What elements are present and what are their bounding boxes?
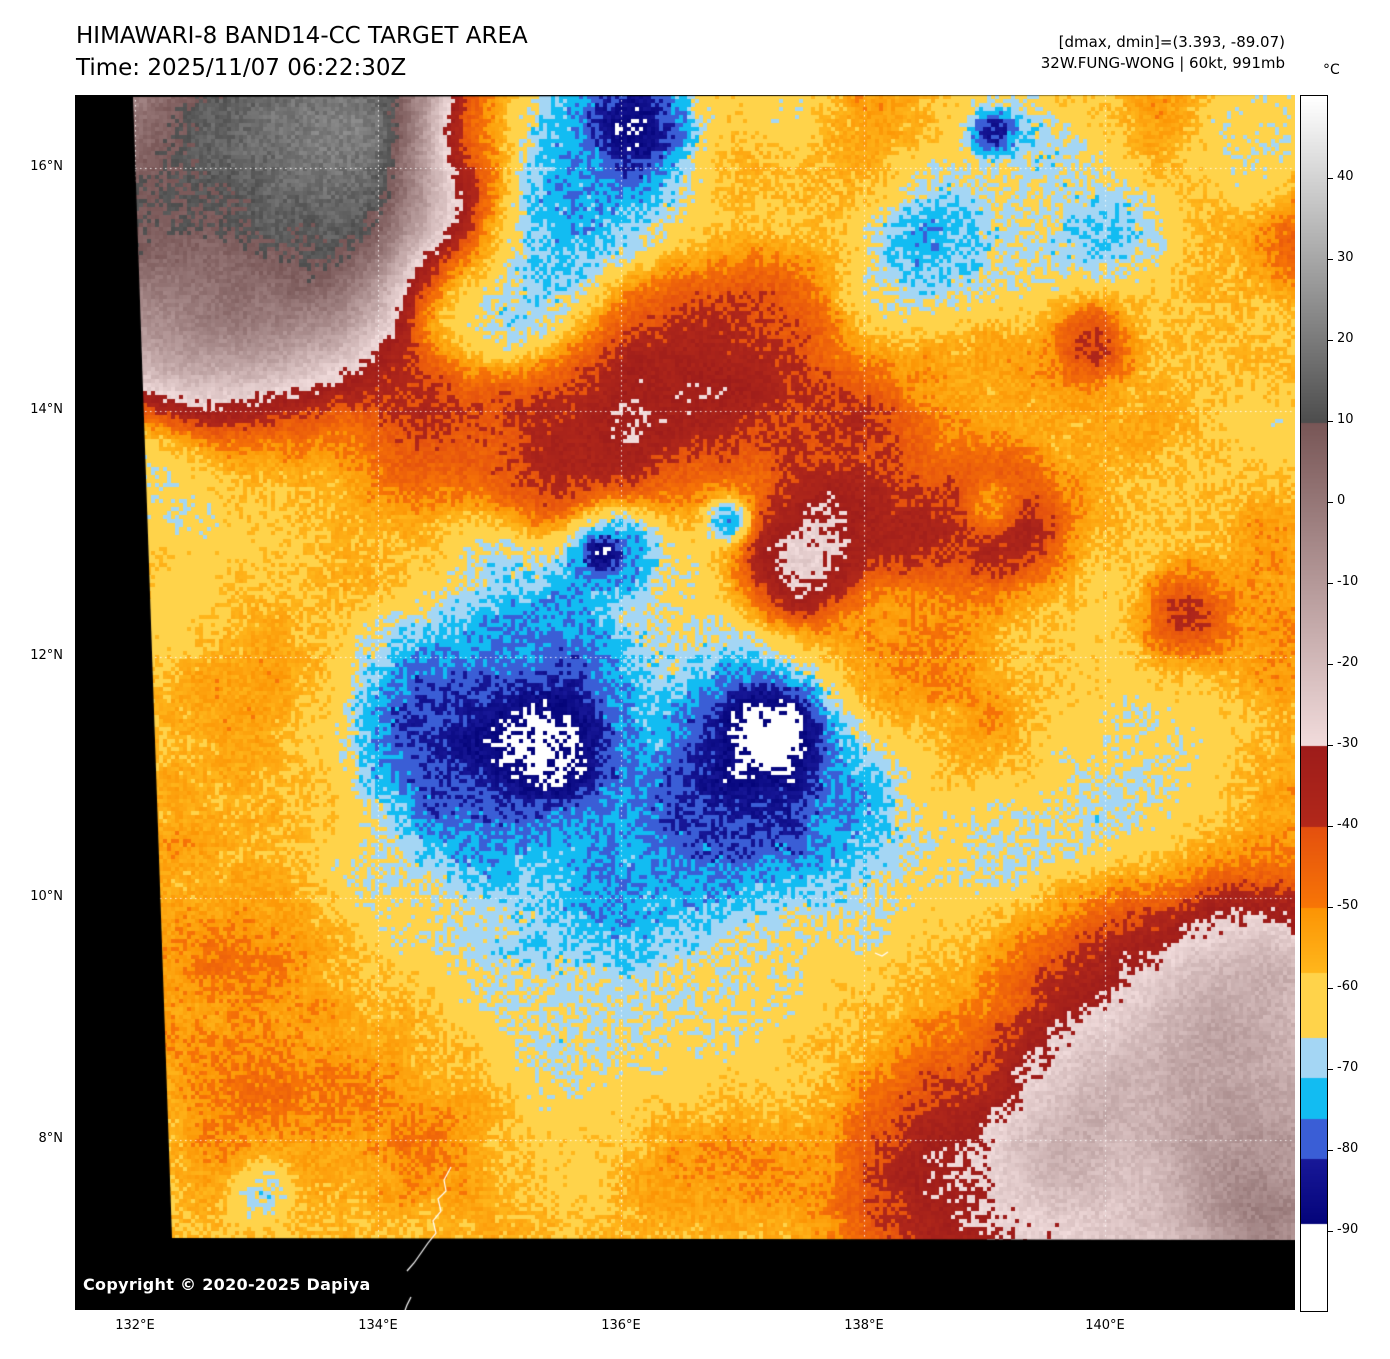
lat-tick-label: 16°N <box>30 159 63 174</box>
title-line1: HIMAWARI-8 BAND14-CC TARGET AREA <box>76 23 528 49</box>
colorbar <box>1300 95 1328 1312</box>
colorbar-tick <box>1328 258 1333 260</box>
storm-info: [dmax, dmin]=(3.393, -89.07) 32W.FUNG-WO… <box>1041 32 1285 74</box>
colorbar-tick-label: -50 <box>1337 898 1359 914</box>
lon-tick-label: 140°E <box>1085 1318 1125 1333</box>
title-line2: Time: 2025/11/07 06:22:30Z <box>76 55 407 81</box>
colorbar-tick <box>1328 339 1333 341</box>
colorbar-tick-label: -90 <box>1337 1222 1359 1238</box>
lon-tick-label: 138°E <box>844 1318 884 1333</box>
info-dmax-dmin: [dmax, dmin]=(3.393, -89.07) <box>1058 33 1285 51</box>
colorbar-tick <box>1328 582 1333 584</box>
map-plot-area: Copyright © 2020-2025 Dapiya <box>75 95 1295 1310</box>
colorbar-tick <box>1328 420 1333 422</box>
colorbar-tick-label: -80 <box>1337 1141 1359 1157</box>
satellite-imagery-canvas <box>75 95 1295 1310</box>
colorbar-tick <box>1328 906 1333 908</box>
colorbar-tick <box>1328 1230 1333 1232</box>
colorbar-tick-label: -60 <box>1337 979 1359 995</box>
colorbar-tick <box>1328 501 1333 503</box>
lon-tick-label: 134°E <box>358 1318 398 1333</box>
lon-tick-label: 136°E <box>601 1318 641 1333</box>
lat-tick-label: 14°N <box>30 402 63 417</box>
colorbar-tick <box>1328 1068 1333 1070</box>
colorbar-tick-label: -30 <box>1337 736 1359 752</box>
lat-tick-label: 10°N <box>30 889 63 904</box>
colorbar-tick-label: 40 <box>1337 169 1354 185</box>
colorbar-tick-label: 10 <box>1337 412 1354 428</box>
colorbar-tick-label: 0 <box>1337 493 1346 509</box>
copyright-text: Copyright © 2020-2025 Dapiya <box>83 1275 371 1294</box>
info-storm-line: 32W.FUNG-WONG | 60kt, 991mb <box>1040 54 1285 72</box>
colorbar-tick-label: -70 <box>1337 1060 1359 1076</box>
colorbar-tick <box>1328 177 1333 179</box>
lat-tick-label: 8°N <box>38 1131 64 1146</box>
colorbar-tick-label: 20 <box>1337 331 1354 347</box>
colorbar-tick <box>1328 744 1333 746</box>
lat-tick-label: 12°N <box>30 648 63 663</box>
colorbar-tick <box>1328 987 1333 989</box>
colorbar-tick-label: 30 <box>1337 250 1354 266</box>
colorbar-unit-label: °C <box>1323 62 1340 78</box>
colorbar-tick-label: -40 <box>1337 817 1359 833</box>
colorbar-tick <box>1328 1149 1333 1151</box>
colorbar-tick-label: -10 <box>1337 574 1359 590</box>
figure-title: HIMAWARI-8 BAND14-CC TARGET AREA Time: 2… <box>76 20 528 84</box>
colorbar-tick <box>1328 663 1333 665</box>
colorbar-tick-label: -20 <box>1337 655 1359 671</box>
lon-tick-label: 132°E <box>115 1318 155 1333</box>
colorbar-tick <box>1328 825 1333 827</box>
